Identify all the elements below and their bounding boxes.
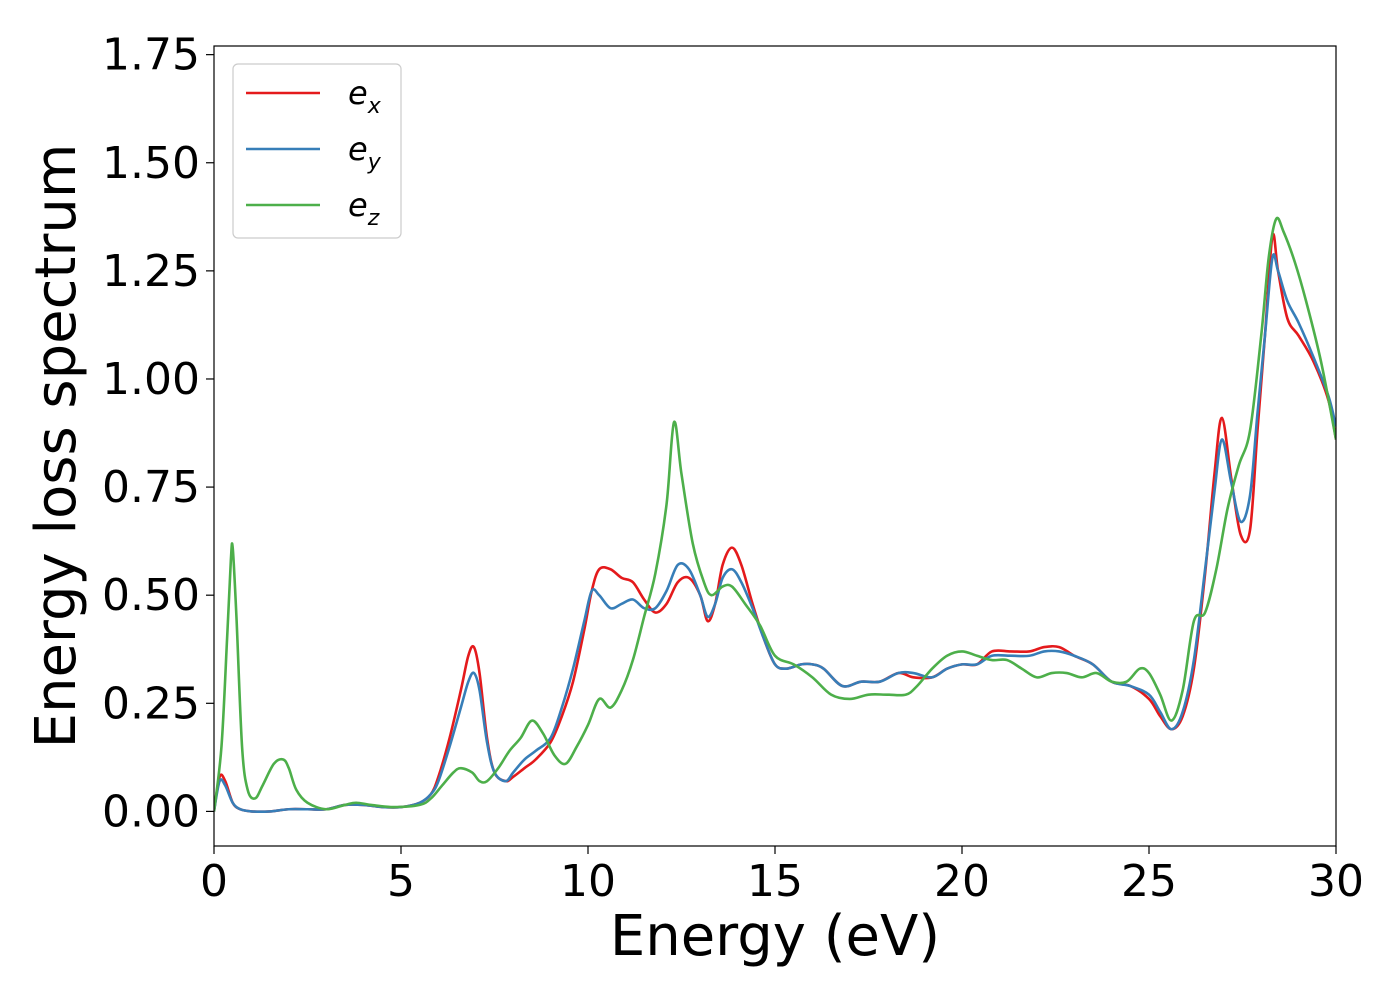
legend-label-x: ex [348, 74, 382, 119]
legend-label-y: ey [348, 130, 382, 175]
x-tick-label: 30 [1308, 856, 1364, 907]
y-tick-label: 1.75 [102, 30, 200, 81]
x-tick-label: 25 [1121, 856, 1177, 907]
series-line-y [214, 253, 1336, 813]
series-line-z [214, 216, 1336, 812]
series-layer [214, 216, 1336, 813]
x-tick-label: 5 [387, 856, 415, 907]
y-tick-label: 0.50 [102, 570, 200, 621]
legend-label-z: ez [348, 186, 380, 231]
y-axis: 0.00 0.25 0.50 0.75 1.00 1.25 1.50 1.75 [102, 30, 214, 837]
x-axis: 0 5 10 15 20 25 30 [200, 846, 1364, 907]
y-axis-title: Energy loss spectrum [24, 144, 89, 749]
y-tick-label: 1.50 [102, 138, 200, 189]
x-tick-label: 20 [934, 856, 990, 907]
x-tick-label: 0 [200, 856, 228, 907]
y-tick-label: 0.00 [102, 786, 200, 837]
x-axis-title: Energy (eV) [610, 904, 940, 969]
y-tick-label: 0.25 [102, 678, 200, 729]
legend: ex ey ez [232, 63, 402, 239]
y-tick-label: 1.25 [102, 246, 200, 297]
legend-box [232, 63, 402, 239]
x-tick-label: 10 [560, 856, 616, 907]
y-tick-label: 1.00 [102, 354, 200, 405]
y-tick-label: 0.75 [102, 462, 200, 513]
x-tick-label: 15 [747, 856, 803, 907]
